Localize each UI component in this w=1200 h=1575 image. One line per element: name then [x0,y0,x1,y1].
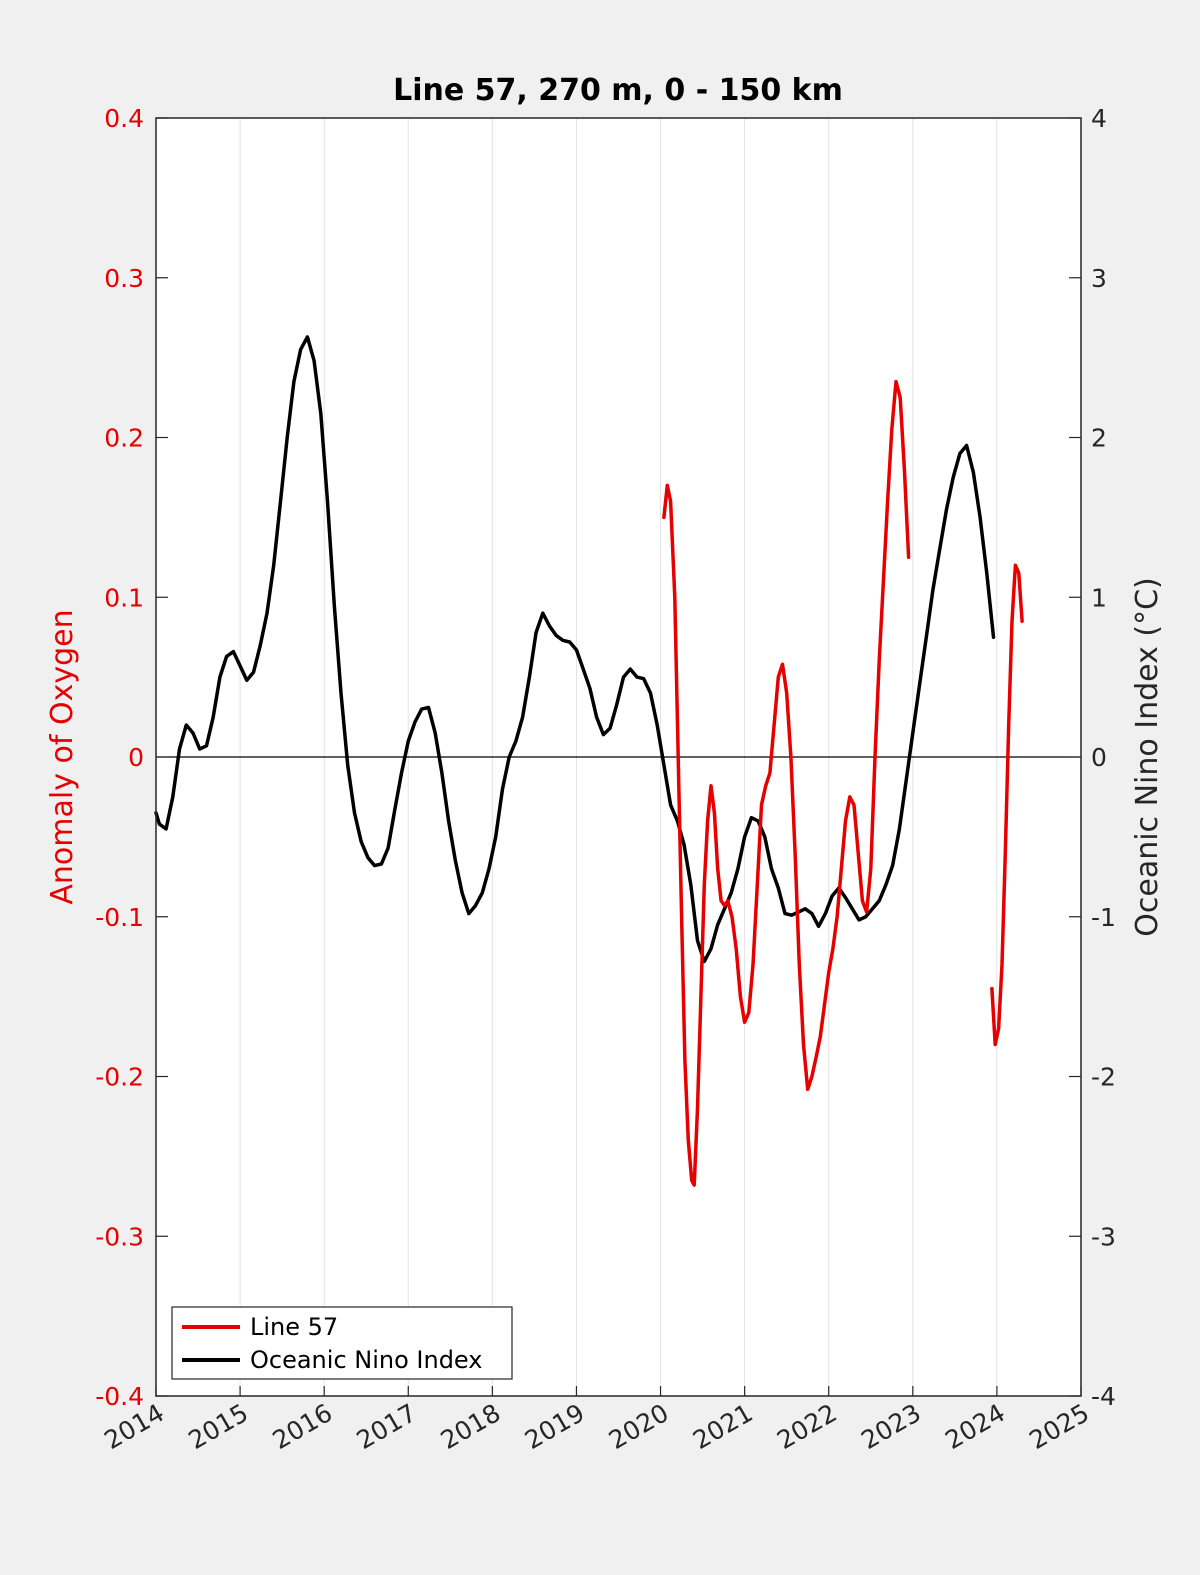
y-right-tick-label: 1 [1091,583,1107,612]
y-left-tick-label: -0.4 [95,1382,144,1411]
y-left-tick-label: 0.2 [104,424,144,453]
y-right-tick-label: -3 [1091,1222,1116,1251]
y-right-tick-label: 3 [1091,264,1107,293]
series-line-oceanic-nino-index [154,335,996,964]
y-axis-left-label: Anomaly of Oxygen [45,609,80,904]
y-left-tick-label: -0.2 [95,1063,144,1092]
x-tick-label: 2025 [1024,1398,1094,1455]
series-line-line-57 [662,379,911,1187]
legend-box [171,1306,513,1380]
x-tick-label: 2019 [520,1398,590,1455]
y-right-tick-label: 2 [1091,424,1107,453]
y-right-tick-label: -2 [1091,1063,1116,1092]
x-tick-label: 2023 [856,1398,926,1455]
series-line-line-57 [990,563,1024,1047]
legend-label-oni: Oceanic Nino Index [250,1346,482,1374]
x-tick-label: 2018 [436,1398,506,1455]
legend: Line 57 Oceanic Nino Index [171,1306,513,1380]
chart-title: Line 57, 270 m, 0 - 150 km [393,73,843,108]
y-left-tick-label: 0.3 [104,264,144,293]
x-tick-label: 2017 [352,1398,422,1455]
y-left-tick-label: -0.1 [95,903,144,932]
y-left-tick-label: -0.3 [95,1222,144,1251]
y-right-tick-label: -1 [1091,903,1116,932]
x-tick-label: 2020 [604,1398,674,1455]
y-right-tick-label: -4 [1091,1382,1116,1411]
x-tick-label: 2016 [268,1398,338,1455]
series-group [154,335,1024,1187]
y-left-tick-label: 0.4 [104,104,144,133]
y-left-tick-label: 0 [128,743,144,772]
x-tick-label: 2021 [688,1398,758,1455]
y-right-tick-label: 0 [1091,743,1107,772]
y-axis-right-label: Oceanic Nino Index (°C) [1130,577,1165,937]
x-tick-label: 2022 [772,1398,842,1455]
legend-label-line-57: Line 57 [250,1313,338,1341]
x-tick-label: 2015 [183,1398,253,1455]
y-right-tick-label: 4 [1091,104,1107,133]
x-tick-label: 2024 [940,1398,1010,1455]
y-left-tick-label: 0.1 [104,583,144,612]
